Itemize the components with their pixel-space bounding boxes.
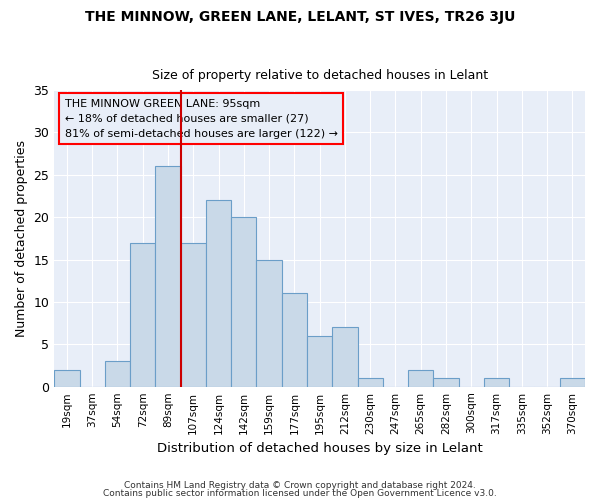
Bar xyxy=(206,200,231,386)
Bar xyxy=(307,336,332,386)
Bar xyxy=(54,370,80,386)
Bar xyxy=(155,166,181,386)
Bar xyxy=(130,242,155,386)
Text: Contains HM Land Registry data © Crown copyright and database right 2024.: Contains HM Land Registry data © Crown c… xyxy=(124,481,476,490)
Bar xyxy=(332,328,358,386)
Y-axis label: Number of detached properties: Number of detached properties xyxy=(15,140,28,337)
X-axis label: Distribution of detached houses by size in Lelant: Distribution of detached houses by size … xyxy=(157,442,482,455)
Bar xyxy=(231,217,256,386)
Text: Contains public sector information licensed under the Open Government Licence v3: Contains public sector information licen… xyxy=(103,488,497,498)
Bar xyxy=(256,260,282,386)
Bar xyxy=(560,378,585,386)
Bar xyxy=(105,362,130,386)
Text: THE MINNOW GREEN LANE: 95sqm
← 18% of detached houses are smaller (27)
81% of se: THE MINNOW GREEN LANE: 95sqm ← 18% of de… xyxy=(65,99,338,138)
Bar xyxy=(282,294,307,386)
Title: Size of property relative to detached houses in Lelant: Size of property relative to detached ho… xyxy=(152,69,488,82)
Text: THE MINNOW, GREEN LANE, LELANT, ST IVES, TR26 3JU: THE MINNOW, GREEN LANE, LELANT, ST IVES,… xyxy=(85,10,515,24)
Bar xyxy=(181,242,206,386)
Bar xyxy=(433,378,458,386)
Bar xyxy=(358,378,383,386)
Bar xyxy=(484,378,509,386)
Bar xyxy=(408,370,433,386)
